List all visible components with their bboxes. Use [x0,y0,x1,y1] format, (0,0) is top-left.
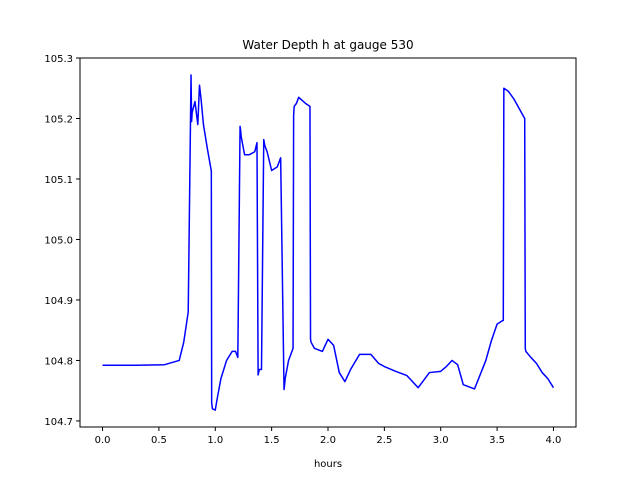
x-tick-label: 1.0 [207,435,223,446]
y-tick-label: 104.7 [44,417,73,428]
series-layer [102,74,555,411]
y-axis: 104.7 104.8 104.9 105.0 105.1 105.2 105.3 [44,54,80,428]
y-tick-label: 104.8 [44,356,73,367]
chart-title: Water Depth h at gauge 530 [242,38,413,52]
x-tick-label: 0.0 [95,435,111,446]
y-tick-label: 105.3 [44,54,73,65]
x-tick-label: 3.5 [489,435,505,446]
x-axis-title: hours [314,459,342,470]
x-tick-label: 1.5 [264,435,280,446]
x-tick-label: 2.0 [320,435,336,446]
y-tick-label: 105.2 [44,114,73,125]
y-tick-label: 104.9 [44,296,73,307]
x-tick-label: 0.5 [151,435,167,446]
x-tick-label: 4.0 [546,435,562,446]
x-tick-label: 2.5 [376,435,392,446]
x-axis: 0.0 0.5 1.0 1.5 2.0 2.5 3.0 3.5 4.0 [95,427,562,446]
series-line-0 [102,74,555,411]
x-tick-label: 3.0 [433,435,449,446]
y-tick-label: 105.1 [44,175,73,186]
y-tick-label: 105.0 [44,235,73,246]
